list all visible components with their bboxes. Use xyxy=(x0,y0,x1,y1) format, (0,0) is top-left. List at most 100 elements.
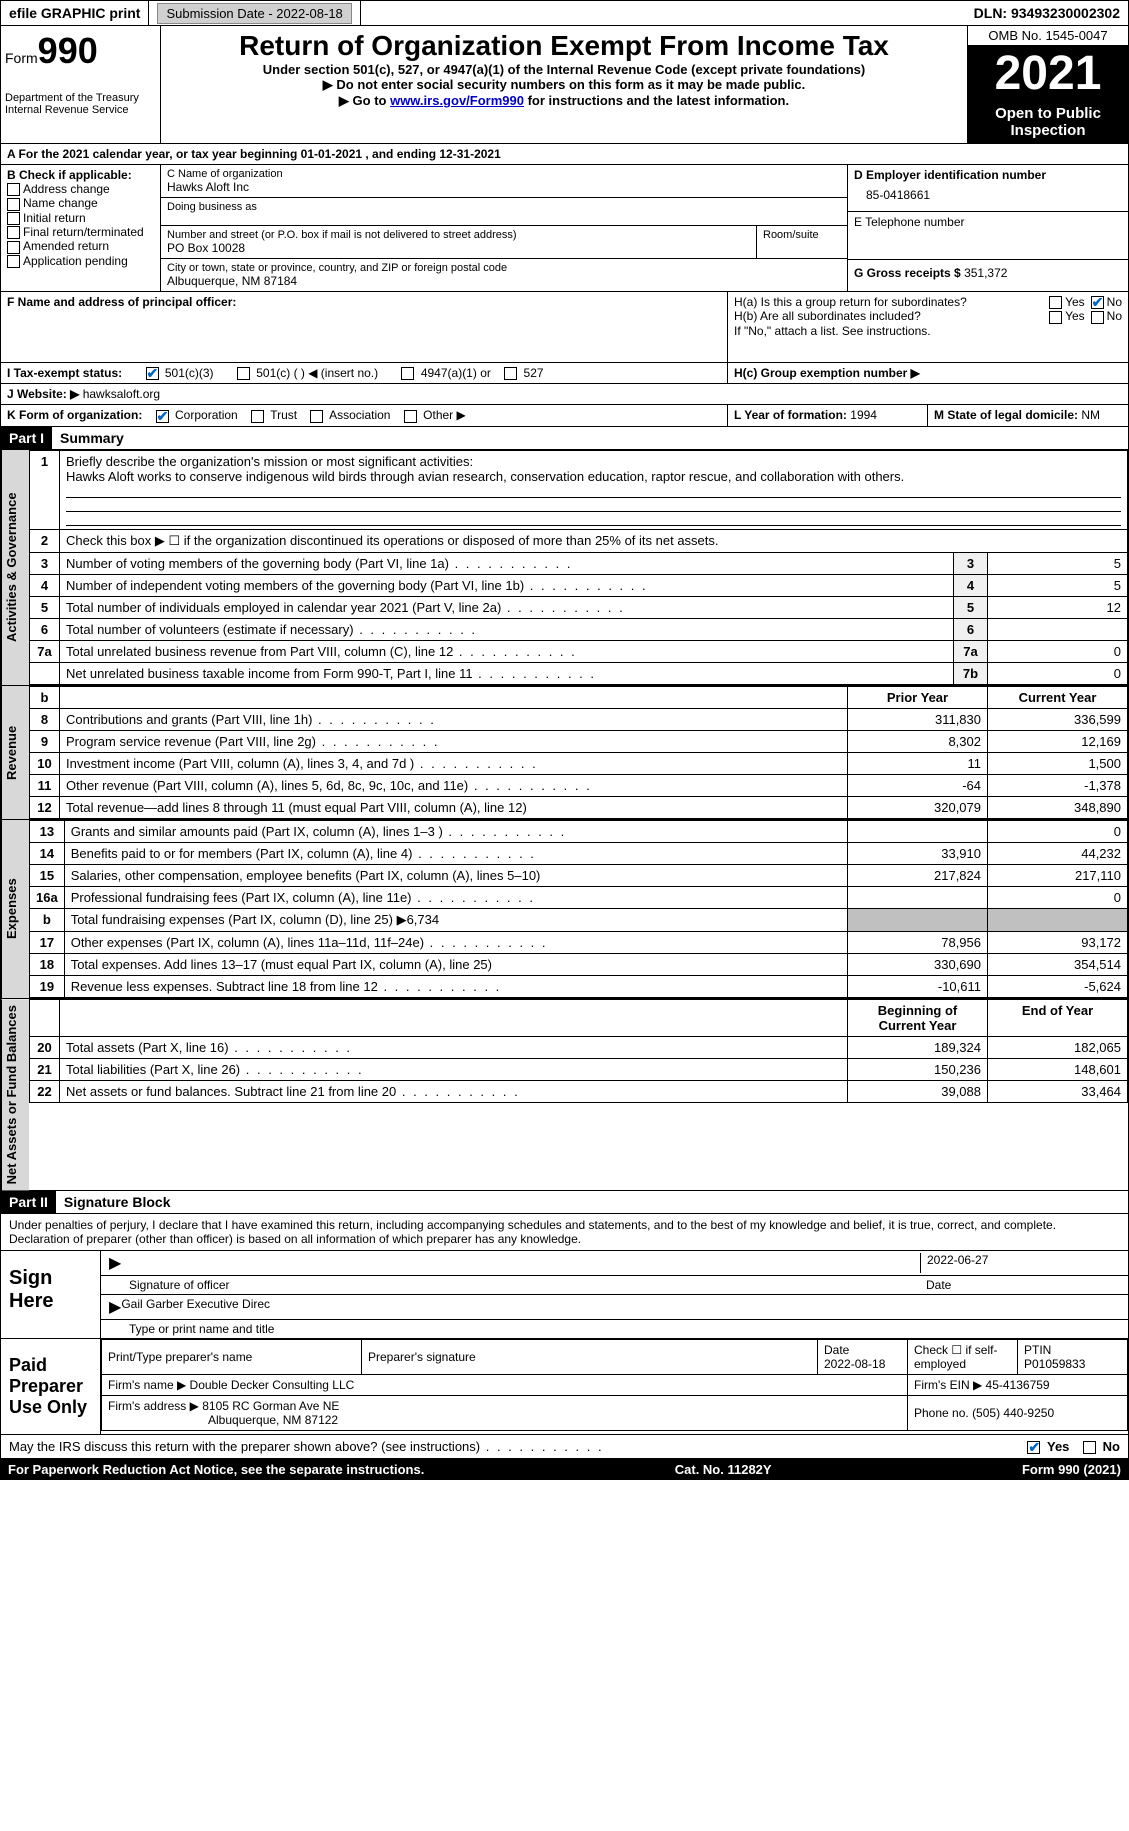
line-a: A For the 2021 calendar year, or tax yea… xyxy=(0,144,1129,165)
dln: DLN: 93493230002302 xyxy=(966,1,1128,25)
gov-row-5: 5Total number of individuals employed in… xyxy=(30,596,1128,618)
sign-here-section: Sign Here ▶ 2022-06-27 Signature of offi… xyxy=(0,1251,1129,1339)
opt-association[interactable]: Association xyxy=(310,408,390,422)
org-name: Hawks Aloft Inc xyxy=(167,180,841,194)
hb-label: H(b) Are all subordinates included? xyxy=(734,309,1049,323)
hb-yes[interactable]: Yes xyxy=(1049,309,1085,323)
efile-label: efile GRAPHIC print xyxy=(1,1,149,25)
opt-501c[interactable]: 501(c) ( ) ◀ (insert no.) xyxy=(237,366,378,380)
gov-row-6: 6Total number of volunteers (estimate if… xyxy=(30,618,1128,640)
opt-corporation[interactable]: Corporation xyxy=(156,408,238,422)
ha-yes[interactable]: Yes xyxy=(1049,295,1085,309)
year-formation-value: 1994 xyxy=(850,408,877,422)
paperwork-notice: For Paperwork Reduction Act Notice, see … xyxy=(0,1459,1129,1480)
section-fh: F Name and address of principal officer:… xyxy=(0,292,1129,363)
form-subtitle-3: ▶ Go to www.irs.gov/Form990 for instruct… xyxy=(165,93,963,109)
section-net-assets: Net Assets or Fund Balances Beginning of… xyxy=(0,999,1129,1191)
part2-title: Signature Block xyxy=(56,1191,179,1213)
rev-row-9: 9Program service revenue (Part VIII, lin… xyxy=(30,730,1128,752)
state-domicile-label: M State of legal domicile: xyxy=(934,408,1078,422)
exp-row-13: 13Grants and similar amounts paid (Part … xyxy=(30,820,1128,842)
opt-amended-return[interactable]: Amended return xyxy=(7,239,154,253)
opt-527[interactable]: 527 xyxy=(504,366,543,380)
form-number: Form990 xyxy=(5,30,156,72)
exp-row-17: 17Other expenses (Part IX, column (A), l… xyxy=(30,931,1128,953)
opt-application-pending[interactable]: Application pending xyxy=(7,254,154,268)
exp-row-16b: bTotal fundraising expenses (Part IX, co… xyxy=(30,908,1128,931)
line-2-num: 2 xyxy=(30,529,60,552)
form-subtitle-1: Under section 501(c), 527, or 4947(a)(1)… xyxy=(165,62,963,77)
side-label-net-assets: Net Assets or Fund Balances xyxy=(1,999,29,1190)
submission-date: Submission Date - 2022-08-18 xyxy=(149,1,360,25)
ein-label: D Employer identification number xyxy=(854,168,1122,182)
gov-row-4: 4Number of independent voting members of… xyxy=(30,574,1128,596)
tax-year: 2021 xyxy=(968,46,1128,101)
form-title: Return of Organization Exempt From Incom… xyxy=(165,30,963,62)
gross-receipts-value: 351,372 xyxy=(964,266,1007,280)
side-label-governance: Activities & Governance xyxy=(1,450,29,685)
opt-initial-return[interactable]: Initial return xyxy=(7,211,154,225)
org-address: PO Box 10028 xyxy=(167,241,750,255)
hb-no[interactable]: No xyxy=(1091,309,1122,323)
opt-501c3[interactable]: 501(c)(3) xyxy=(146,366,214,380)
exp-row-16a: 16aProfessional fundraising fees (Part I… xyxy=(30,886,1128,908)
form990-link[interactable]: www.irs.gov/Form990 xyxy=(390,93,524,108)
ha-no[interactable]: No xyxy=(1091,295,1122,309)
section-revenue: Revenue bPrior YearCurrent Year 8Contrib… xyxy=(0,686,1129,820)
prep-row-2: Firm's name ▶ Double Decker Consulting L… xyxy=(102,1375,1128,1396)
website-label: J Website: ▶ xyxy=(7,387,79,401)
year-formation-label: L Year of formation: xyxy=(734,408,847,422)
addr-label: Number and street (or P.O. box if mail i… xyxy=(167,229,750,241)
penalty-statement: Under penalties of perjury, I declare th… xyxy=(0,1214,1129,1251)
part2-header-row: Part II Signature Block xyxy=(0,1191,1129,1214)
form-header: Form990 Department of the Treasury Inter… xyxy=(0,26,1129,144)
section-bcd: B Check if applicable: Address change Na… xyxy=(0,165,1129,292)
opt-4947[interactable]: 4947(a)(1) or xyxy=(401,366,490,380)
exp-row-14: 14Benefits paid to or for members (Part … xyxy=(30,842,1128,864)
discuss-row: May the IRS discuss this return with the… xyxy=(0,1435,1129,1459)
sign-here-label: Sign Here xyxy=(1,1251,101,1338)
date-label: Date xyxy=(920,1278,1120,1292)
prep-row-3: Firm's address ▶ 8105 RC Gorman Ave NEAl… xyxy=(102,1396,1128,1431)
sig-officer-label: Signature of officer xyxy=(129,1278,920,1292)
section-f-label: F Name and address of principal officer: xyxy=(7,295,236,309)
sig-date-value: 2022-06-27 xyxy=(920,1253,1120,1273)
opt-other[interactable]: Other ▶ xyxy=(404,408,466,422)
tax-exempt-label: I Tax-exempt status: xyxy=(7,366,122,380)
hb-note: If "No," attach a list. See instructions… xyxy=(734,324,1122,338)
rev-row-10: 10Investment income (Part VIII, column (… xyxy=(30,752,1128,774)
line-2: Check this box ▶ ☐ if the organization d… xyxy=(60,529,1128,552)
part1-title: Summary xyxy=(52,427,132,449)
side-label-revenue: Revenue xyxy=(1,686,29,819)
gross-receipts-label: G Gross receipts $ xyxy=(854,266,961,280)
org-name-label: C Name of organization xyxy=(167,168,841,180)
city-label: City or town, state or province, country… xyxy=(167,262,841,274)
hc-label: H(c) Group exemption number ▶ xyxy=(734,366,920,380)
arrow-icon: ▶ xyxy=(109,1253,121,1273)
part1-header: Part I xyxy=(1,427,52,449)
net-row-20: 20Total assets (Part X, line 16)189,3241… xyxy=(30,1036,1128,1058)
opt-trust[interactable]: Trust xyxy=(251,408,297,422)
discuss-no[interactable]: No xyxy=(1083,1439,1120,1454)
net-row-21: 21Total liabilities (Part X, line 26)150… xyxy=(30,1058,1128,1080)
line-1: Briefly describe the organization's miss… xyxy=(60,450,1128,529)
dba-label: Doing business as xyxy=(167,201,841,213)
rev-row-11: 11Other revenue (Part VIII, column (A), … xyxy=(30,774,1128,796)
net-header: Beginning of Current YearEnd of Year xyxy=(30,999,1128,1036)
exp-row-15: 15Salaries, other compensation, employee… xyxy=(30,864,1128,886)
section-expenses: Expenses 13Grants and similar amounts pa… xyxy=(0,820,1129,999)
section-klm: K Form of organization: Corporation Trus… xyxy=(0,405,1129,426)
rev-row-12: 12Total revenue—add lines 8 through 11 (… xyxy=(30,796,1128,818)
state-domicile-value: NM xyxy=(1081,408,1100,422)
discuss-yes[interactable]: Yes xyxy=(1027,1439,1069,1454)
omb-number: OMB No. 1545-0047 xyxy=(968,26,1128,46)
opt-final-return[interactable]: Final return/terminated xyxy=(7,225,154,239)
opt-address-change[interactable]: Address change xyxy=(7,182,154,196)
opt-name-change[interactable]: Name change xyxy=(7,196,154,210)
net-row-22: 22Net assets or fund balances. Subtract … xyxy=(30,1080,1128,1102)
paid-preparer-section: Paid Preparer Use Only Print/Type prepar… xyxy=(0,1339,1129,1435)
prep-row-1: Print/Type preparer's name Preparer's si… xyxy=(102,1340,1128,1375)
phone-label: E Telephone number xyxy=(854,215,1122,229)
section-j: J Website: ▶ hawksaloft.org xyxy=(0,384,1129,405)
rev-header: bPrior YearCurrent Year xyxy=(30,686,1128,708)
